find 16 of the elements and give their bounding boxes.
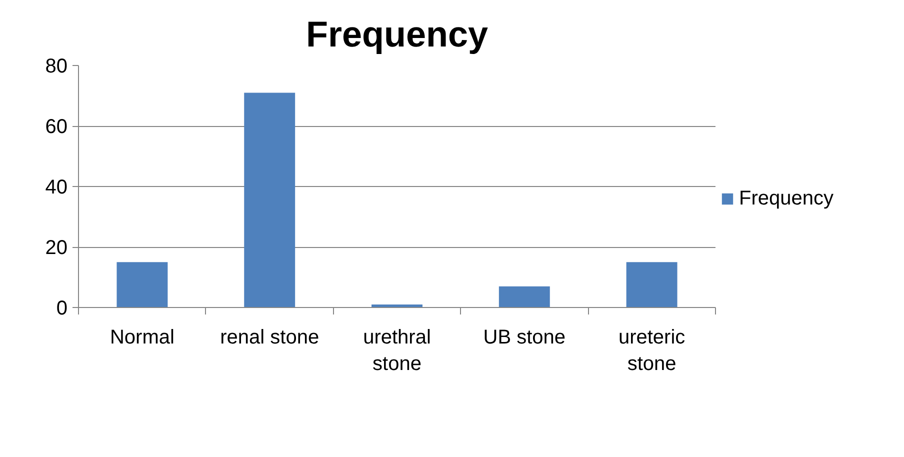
- bar: [244, 92, 296, 308]
- chart-title: Frequency: [306, 14, 488, 54]
- legend-label: Frequency: [739, 187, 834, 210]
- x-tick-label: Normal: [110, 326, 174, 348]
- x-tick-label: urethral stone: [363, 326, 431, 375]
- y-tick-label: 60: [45, 116, 68, 138]
- bar: [116, 262, 168, 308]
- y-tick-label: 20: [45, 237, 68, 259]
- x-tick-label: ureteric stone: [618, 326, 686, 375]
- x-tick-label: renal stone: [220, 326, 320, 348]
- y-tick-label: 0: [56, 298, 68, 320]
- bar: [498, 286, 550, 308]
- y-tick-label: 40: [45, 176, 68, 198]
- bar: [626, 262, 678, 308]
- y-tick-label: 80: [45, 56, 68, 78]
- x-tick-label: UB stone: [483, 326, 566, 348]
